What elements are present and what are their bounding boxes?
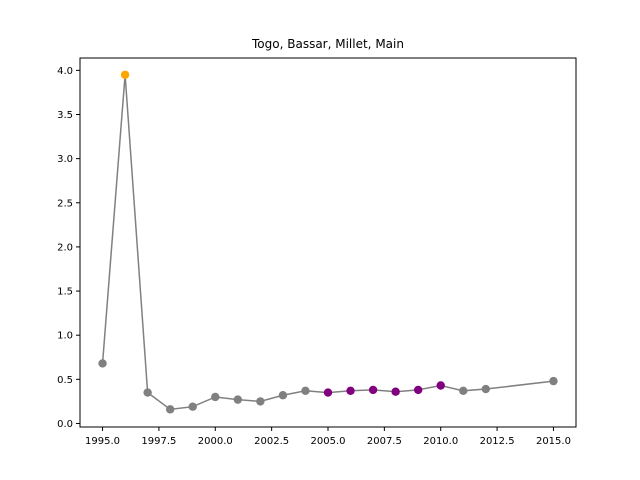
data-point — [256, 397, 265, 406]
y-tick-label: 1.0 — [57, 331, 73, 342]
y-tick-label: 1.5 — [57, 287, 73, 298]
x-tick-label: 2005.0 — [311, 436, 346, 447]
data-point — [165, 405, 175, 414]
data-point — [188, 402, 197, 411]
x-tick-label: 2000.0 — [198, 436, 233, 447]
y-tick-label: 2.0 — [57, 242, 73, 253]
axes-frame — [79, 57, 577, 428]
data-point — [233, 395, 243, 404]
data-point — [120, 70, 130, 79]
y-tick-label: 0.0 — [57, 419, 73, 430]
x-tick-label: 2002.5 — [254, 436, 289, 447]
data-point — [346, 386, 355, 396]
x-tick-label: 2010.0 — [423, 436, 458, 447]
data-point — [368, 385, 378, 395]
data-point — [413, 385, 423, 395]
y-tick-label: 4.0 — [57, 66, 73, 77]
plot-area — [98, 70, 558, 414]
x-tick-label: 1997.5 — [141, 436, 176, 447]
data-point — [98, 359, 107, 368]
chart-title: Togo, Bassar, Millet, Main — [251, 37, 404, 51]
data-point — [549, 376, 558, 386]
y-axis: 0.0 0.5 1.0 1.5 2.0 2.5 3.0 3.5 4.0 — [57, 66, 80, 430]
data-point — [143, 388, 152, 397]
x-axis: 1995.0 1997.5 2000.0 2002.5 2005.0 2007.5 2010… — [85, 427, 571, 447]
data-point — [323, 388, 333, 397]
series-line — [101, 74, 554, 411]
x-tick-label: 1995.0 — [85, 436, 120, 447]
x-tick-label: 2007.5 — [367, 436, 402, 447]
data-point — [436, 381, 445, 390]
data-point — [459, 386, 468, 396]
data-point — [278, 391, 288, 400]
data-point — [391, 387, 400, 396]
y-tick-label: 3.5 — [57, 110, 73, 121]
y-tick-label: 2.5 — [57, 198, 73, 209]
data-point — [481, 384, 491, 394]
data-point — [211, 392, 220, 402]
x-tick-label: 2015.0 — [536, 436, 571, 447]
y-tick-label: 0.5 — [57, 375, 73, 386]
x-tick-label: 2012.5 — [480, 436, 515, 447]
data-point — [301, 386, 310, 396]
y-tick-label: 3.0 — [57, 154, 73, 165]
